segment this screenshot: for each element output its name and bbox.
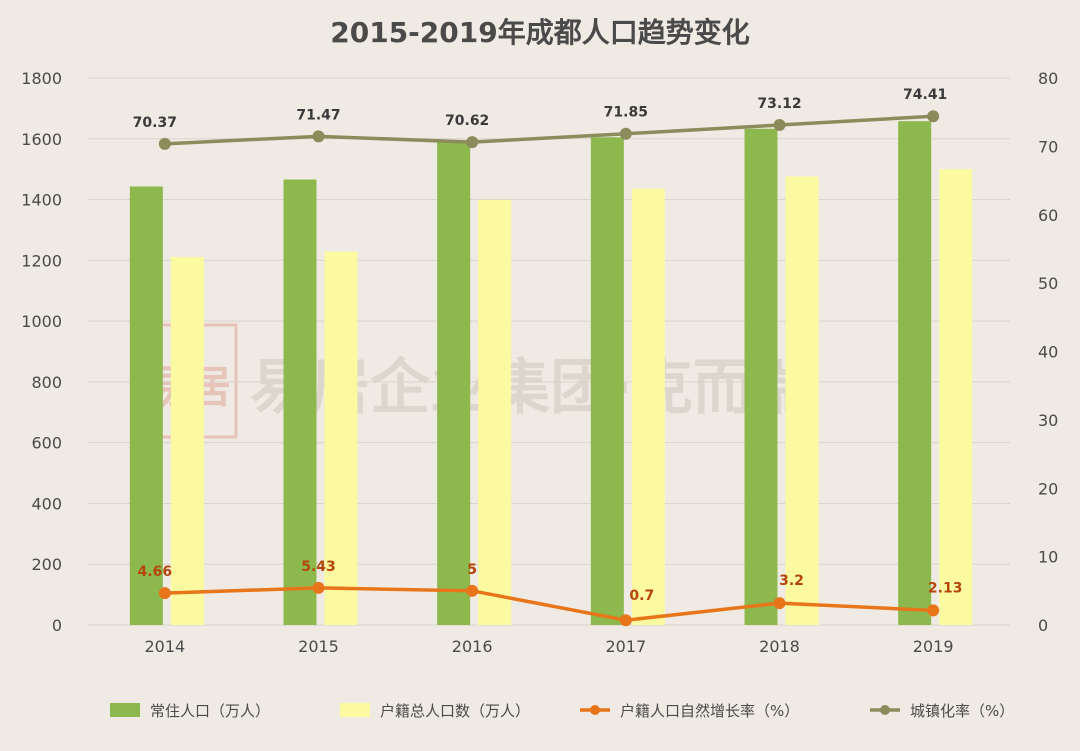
data-label-growth-rate: 5 [467, 562, 477, 578]
bar-resident [744, 128, 778, 625]
y-right-tick-label: 20 [1038, 479, 1058, 498]
gridlines [88, 77, 1010, 626]
legend: 常住人口（万人） 户籍总人口数（万人） 户籍人口自然增长率（%） 城镇化率（%） [110, 702, 1014, 720]
bar-registered [478, 199, 512, 626]
point-urbanization-rate [773, 119, 786, 132]
data-label-growth-rate: 0.7 [629, 588, 654, 604]
data-label-growth-rate: 3.2 [779, 573, 804, 589]
y-right-tick-label: 60 [1038, 206, 1058, 225]
legend-item: 常住人口（万人） [110, 702, 270, 720]
data-label-growth-rate: 2.13 [928, 580, 963, 596]
bar-resident [129, 186, 163, 625]
legend-item: 城镇化率（%） [870, 702, 1014, 720]
point-growth-rate [773, 597, 786, 610]
point-urbanization-rate [466, 136, 479, 149]
point-urbanization-rate [619, 127, 632, 140]
legend-swatch-marker [590, 705, 600, 715]
y-left-tick-label: 1200 [21, 251, 62, 270]
y-left-tick-label: 1400 [21, 191, 62, 210]
legend-swatch [340, 703, 370, 717]
y-left-tick-label: 1800 [21, 69, 62, 88]
bar-registered [631, 188, 665, 626]
legend-label: 城镇化率（%） [910, 702, 1014, 720]
data-label-urbanization-rate: 71.85 [604, 105, 648, 121]
data-label-urbanization-rate: 71.47 [296, 107, 340, 123]
bar-registered [939, 169, 973, 625]
legend-swatch-marker [880, 705, 890, 715]
legend-label: 常住人口（万人） [150, 702, 270, 720]
bar-resident [437, 141, 471, 625]
y-left-tick-label: 800 [31, 373, 62, 392]
y-left-tick-label: 0 [52, 616, 62, 635]
point-growth-rate [312, 581, 325, 594]
data-label-growth-rate: 4.66 [138, 564, 173, 580]
data-label-urbanization-rate: 73.12 [757, 96, 801, 112]
x-tick-label: 2015 [298, 637, 339, 656]
y-right-tick-label: 30 [1038, 411, 1058, 430]
legend-swatch [110, 703, 140, 717]
line-urbanization-rate [164, 114, 934, 146]
y-left-tick-label: 1000 [21, 312, 62, 331]
legend-label: 户籍人口自然增长率（%） [620, 702, 799, 720]
point-urbanization-rate [312, 130, 325, 143]
point-growth-rate [158, 587, 171, 600]
x-tick-label: 2019 [913, 637, 954, 656]
y-left-tick-label: 200 [31, 555, 62, 574]
data-label-growth-rate: 5.43 [301, 559, 336, 575]
y-right-tick-label: 10 [1038, 548, 1058, 567]
point-urbanization-rate [927, 110, 940, 123]
x-axis: 2014 2015 2016 2017 2018 2019 [144, 637, 953, 656]
y-axis-left: 0 200 400 600 800 1000 1200 1400 1600 1800 [21, 69, 62, 635]
bar-resident [590, 137, 624, 625]
x-tick-label: 2017 [605, 637, 646, 656]
legend-label: 户籍总人口数（万人） [380, 702, 530, 720]
bar-resident [898, 121, 932, 625]
bar-registered [785, 176, 819, 625]
bar-registered [170, 256, 204, 625]
bar-registered [324, 251, 358, 625]
y-right-tick-label: 80 [1038, 69, 1058, 88]
x-tick-label: 2014 [144, 637, 185, 656]
line-series: 4.66 5.43 5 0.7 3.2 2.13 70.37 71.47 70.62 71.85 7… [133, 87, 963, 627]
y-axis-right: 0 10 20 30 40 50 60 70 80 [1038, 69, 1058, 635]
y-right-tick-label: 70 [1038, 137, 1058, 156]
point-growth-rate [619, 614, 632, 627]
legend-item: 户籍人口自然增长率（%） [580, 702, 799, 720]
point-growth-rate [927, 604, 940, 617]
y-right-tick-label: 0 [1038, 616, 1048, 635]
line-growth-rate [164, 586, 934, 622]
x-tick-label: 2016 [452, 637, 493, 656]
bar-series [129, 121, 973, 626]
watermark: 易居 易居企业集团·克而瑞 [136, 323, 813, 439]
data-label-urbanization-rate: 74.41 [903, 87, 947, 103]
data-label-urbanization-rate: 70.62 [445, 113, 489, 129]
chart-title: 2015-2019年成都人口趋势变化 [330, 16, 749, 49]
data-label-urbanization-rate: 70.37 [133, 115, 177, 131]
y-right-tick-label: 50 [1038, 274, 1058, 293]
point-growth-rate [466, 584, 479, 597]
y-right-tick-label: 40 [1038, 343, 1058, 362]
y-left-tick-label: 600 [31, 434, 62, 453]
y-left-tick-label: 1600 [21, 130, 62, 149]
x-tick-label: 2018 [759, 637, 800, 656]
point-urbanization-rate [158, 137, 171, 150]
y-left-tick-label: 400 [31, 494, 62, 513]
legend-item: 户籍总人口数（万人） [340, 702, 530, 720]
bar-resident [283, 179, 317, 625]
